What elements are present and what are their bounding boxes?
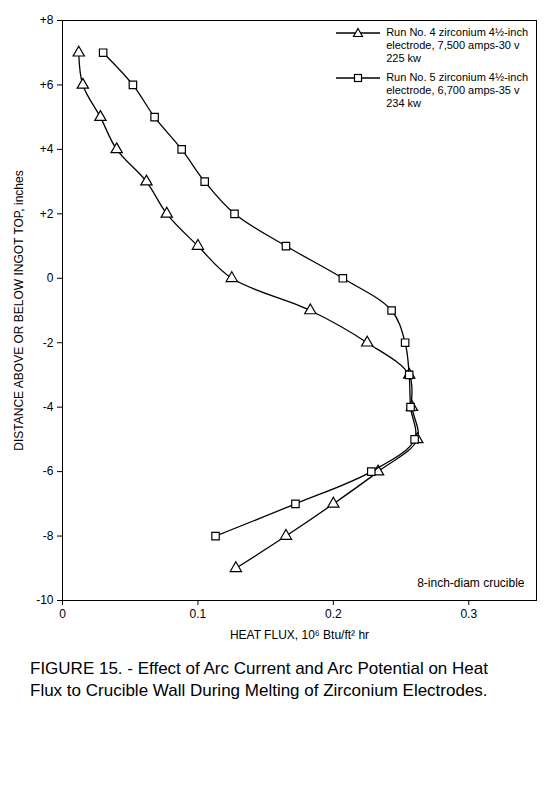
- svg-text:+4: +4: [40, 142, 54, 156]
- svg-text:8-inch-diam crucible: 8-inch-diam crucible: [417, 576, 525, 590]
- svg-text:+8: +8: [40, 13, 54, 27]
- svg-text:+2: +2: [40, 207, 54, 221]
- svg-text:+6: +6: [40, 78, 54, 92]
- html-text:Run No. 5 zirconium 4½-inch el: Run No. 5 zirconium 4½-inch electrode, 6…: [386, 71, 528, 109]
- svg-text:0: 0: [47, 271, 54, 285]
- svg-text:0.2: 0.2: [325, 607, 342, 621]
- svg-text:-4: -4: [43, 400, 54, 414]
- svg-text:0.1: 0.1: [190, 607, 207, 621]
- svg-text:0: 0: [59, 607, 66, 621]
- svg-text:-10: -10: [36, 593, 54, 607]
- html-text:FIGURE 15. - Effect of Arc Cur: FIGURE 15. - Effect of Arc Current and A…: [30, 659, 488, 700]
- svg-text:-8: -8: [43, 529, 54, 543]
- svg-text:0.3: 0.3: [460, 607, 477, 621]
- svg-text:DISTANCE ABOVE OR BELOW INGOT: DISTANCE ABOVE OR BELOW INGOT TOP, inche…: [12, 170, 26, 450]
- svg-text:-6: -6: [43, 464, 54, 478]
- html-text:Run No. 4 zirconium 4½-inch el: Run No. 4 zirconium 4½-inch electrode, 7…: [386, 26, 528, 64]
- svg-text:HEAT FLUX, 10⁶ Btu/ft² hr: HEAT FLUX, 10⁶ Btu/ft² hr: [230, 628, 369, 642]
- svg-text:-2: -2: [43, 336, 54, 350]
